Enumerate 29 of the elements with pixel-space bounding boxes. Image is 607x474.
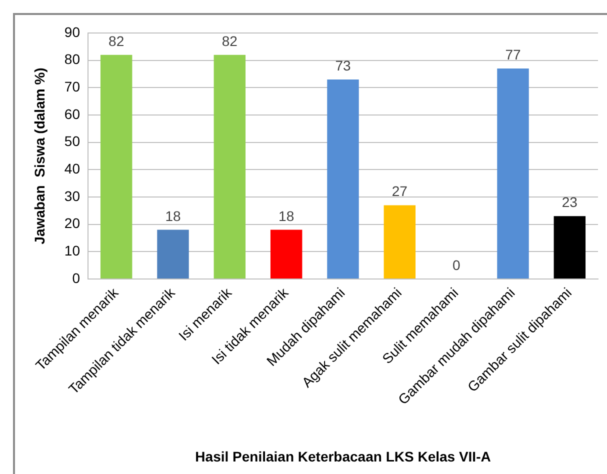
bar <box>497 68 529 278</box>
bar <box>327 79 359 278</box>
y-tick-label: 70 <box>64 78 80 95</box>
data-label: 77 <box>505 46 521 63</box>
data-label: 73 <box>335 57 351 74</box>
y-tick-label: 90 <box>64 24 80 40</box>
bar <box>100 54 132 278</box>
y-tick-label: 50 <box>64 133 80 150</box>
y-tick-label: 0 <box>72 270 80 286</box>
data-label: 18 <box>278 208 294 224</box>
bar <box>270 230 302 278</box>
bar <box>554 216 586 278</box>
bar <box>214 54 246 278</box>
y-tick-label: 80 <box>64 51 80 68</box>
data-label: 18 <box>165 208 181 224</box>
y-tick-label: 60 <box>64 106 80 122</box>
y-axis-title: Jawaban Siswa (dalam %) <box>31 68 48 244</box>
y-tick-label: 10 <box>64 242 80 259</box>
data-label: 0 <box>452 257 460 273</box>
y-tick-label: 30 <box>64 188 80 204</box>
x-axis-title: Hasil Penilaian Keterbacaan LKS Kelas VII-A <box>195 448 491 464</box>
data-label: 23 <box>562 194 578 210</box>
data-label: 27 <box>392 183 408 200</box>
y-tick-label: 40 <box>64 160 80 177</box>
bar <box>157 230 189 278</box>
data-label: 82 <box>222 32 238 49</box>
y-tick-label: 20 <box>64 215 80 232</box>
bar <box>384 205 416 278</box>
data-label: 82 <box>108 32 124 49</box>
